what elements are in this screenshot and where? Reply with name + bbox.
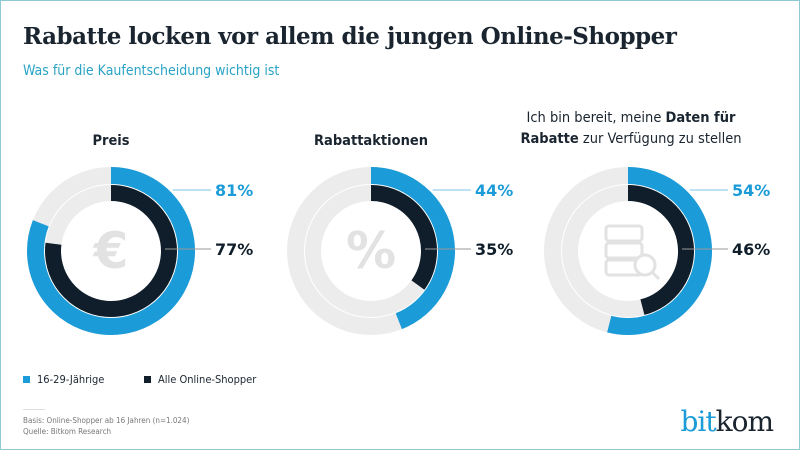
page-title: Rabatte locken vor allem die jungen Onli… (23, 23, 677, 50)
source-note: Quelle: Bitkom Research (23, 427, 112, 436)
database-search-icon (604, 224, 661, 281)
bitkom-logo: bitkom (680, 405, 774, 438)
chart-title-rabattaktionen: Rabattaktionen (313, 133, 429, 149)
legend-swatch (144, 376, 151, 383)
legend-item-young: 16-29-Jährige (23, 373, 104, 386)
value-label: 54% (732, 181, 770, 200)
divider (23, 409, 45, 410)
ring-arc-all (627, 185, 694, 315)
legend-swatch (23, 376, 30, 383)
value-label: 81% (215, 181, 253, 200)
value-label: 35% (475, 240, 513, 259)
basis-note: Basis: Online-Shopper ab 16 Jahren (n=1.… (23, 416, 190, 425)
euro-icon: € (93, 222, 129, 280)
chart-title-daten: Ich bin bereit, meine Daten für Rabatte … (520, 110, 742, 147)
ring-arc-young (27, 167, 195, 335)
subtitle: Was für die Kaufentscheidung wichtig ist (23, 63, 280, 79)
value-label: 46% (732, 240, 770, 259)
chart-title-preis: Preis (92, 133, 130, 149)
percent-icon: % (346, 222, 396, 280)
ring-arc-all (45, 185, 177, 317)
ring-arc-all (370, 185, 437, 290)
legend-item-all: Alle Online-Shopper (144, 373, 256, 386)
ring-arc-young (370, 167, 455, 330)
ring-arc-young (607, 167, 712, 335)
value-label: 44% (475, 181, 513, 200)
value-label: 77% (215, 240, 253, 259)
